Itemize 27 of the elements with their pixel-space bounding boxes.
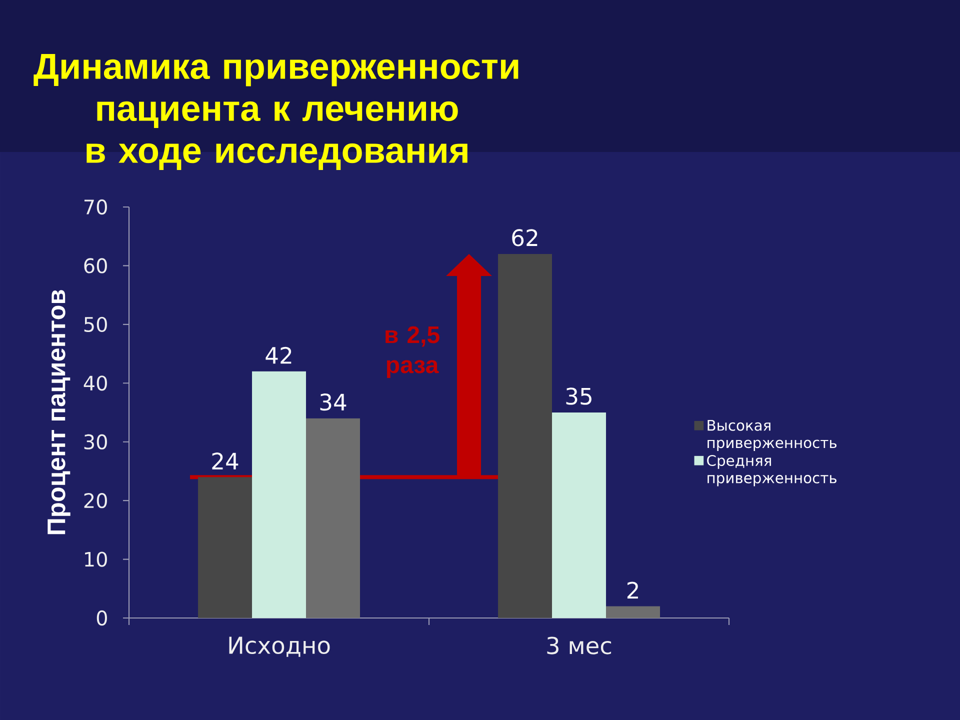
- bar: [252, 371, 306, 618]
- x-tick-label: 3 мес: [547, 636, 612, 654]
- y-tick-label: 70: [84, 199, 107, 215]
- legend-label: Средняя приверженность: [707, 454, 836, 486]
- legend-label: Высокая приверженность: [708, 420, 836, 452]
- data-label: 62: [512, 229, 538, 246]
- y-tick-label: 20: [84, 493, 107, 508]
- x-tick-label: Исходно: [229, 636, 330, 657]
- data-label: 42: [266, 346, 292, 364]
- ref-line-label: в 2,5 раза: [386, 326, 440, 378]
- chart-title: Динамика приверженности пациента к лечению в ходе исследования: [34, 54, 518, 170]
- data-label: 35: [566, 388, 592, 405]
- y-tick-label: 10: [85, 552, 107, 567]
- bar: [198, 477, 252, 618]
- y-axis-title: Процент пациентов: [48, 290, 70, 534]
- data-label: 2: [627, 582, 638, 599]
- y-tick-label: 40: [84, 376, 107, 391]
- data-label: 24: [212, 452, 238, 470]
- y-tick-label: 50: [84, 316, 107, 332]
- bar: [498, 254, 552, 618]
- y-tick-label: 30: [84, 434, 107, 450]
- data-label: 34: [320, 394, 346, 411]
- bar: [552, 412, 606, 618]
- bar: [606, 606, 660, 618]
- y-tick-label: 0: [96, 610, 107, 626]
- y-tick-label: 60: [84, 258, 107, 274]
- bar: [306, 418, 360, 618]
